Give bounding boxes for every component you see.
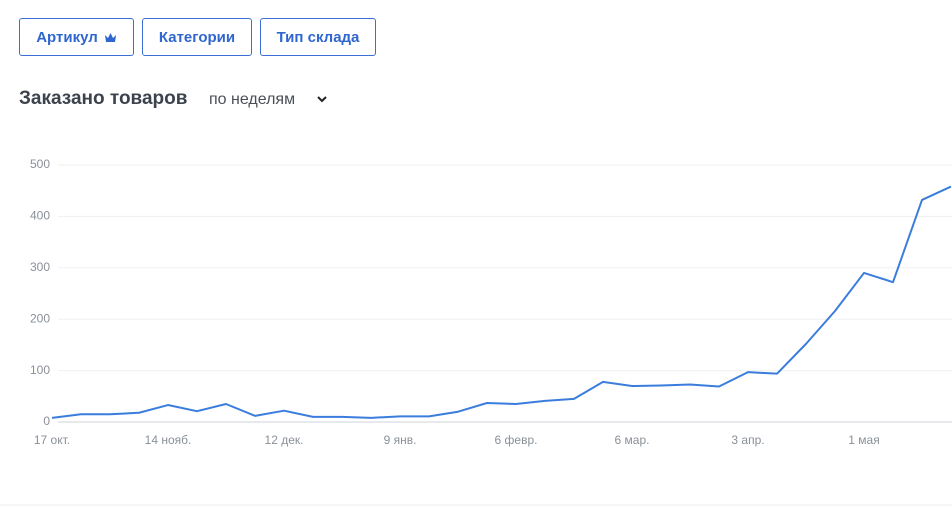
- y-tick-label: 100: [30, 363, 50, 377]
- line-series: [51, 185, 952, 419]
- button[interactable]: Категории: [142, 18, 252, 56]
- button[interactable]: Тип склада: [260, 18, 376, 56]
- x-tick-label: 17 окт.: [34, 433, 70, 447]
- x-tick-label: 3 апр.: [731, 433, 764, 447]
- x-tick-label: 1 мая: [848, 433, 879, 447]
- x-tick-label: 9 янв.: [384, 433, 417, 447]
- button-label: Категории: [158, 28, 236, 46]
- dropdown-label: по неделям: [209, 91, 296, 108]
- x-tick-label: 6 мар.: [615, 433, 650, 447]
- y-tick-label: 200: [30, 311, 50, 325]
- period-dropdown[interactable]: по неделям: [209, 91, 328, 109]
- button-label: Артикул: [36, 28, 98, 46]
- chevron-icon: [316, 96, 327, 103]
- x-tick-label: 14 нояб.: [145, 433, 192, 447]
- button[interactable]: Артикул: [19, 18, 134, 56]
- button-label: Тип склада: [276, 28, 360, 46]
- y-tick-label: 500: [30, 157, 50, 171]
- y-tick-label: 0: [43, 414, 50, 428]
- x-tick-label: 12 дек.: [265, 433, 304, 447]
- y-tick-label: 300: [30, 260, 50, 274]
- chart-title: Заказано товаров: [19, 88, 188, 109]
- y-tick-label: 400: [30, 209, 50, 223]
- crown-icon: [104, 32, 116, 42]
- x-tick-label: 6 февр.: [495, 433, 538, 447]
